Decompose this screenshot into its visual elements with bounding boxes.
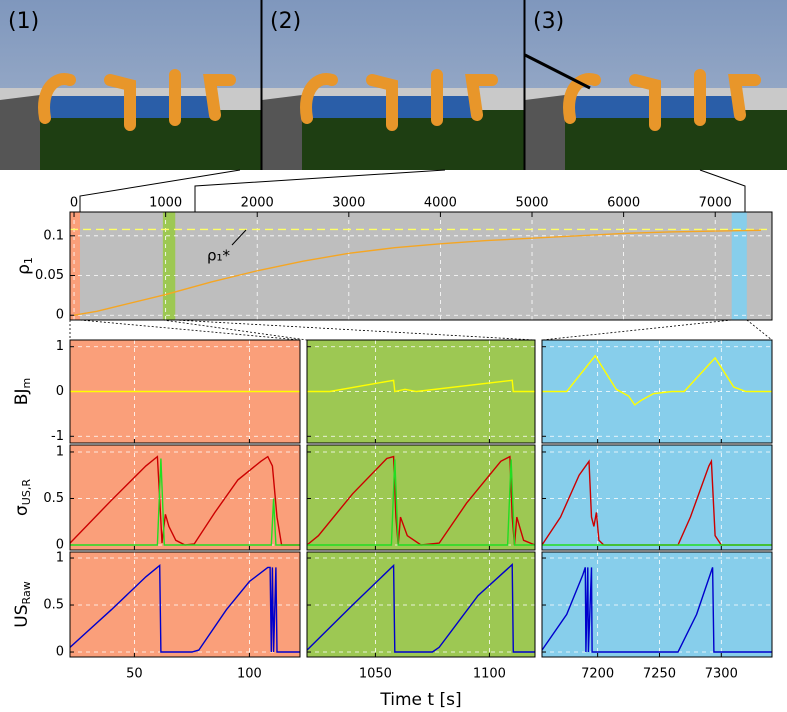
x-tick-label: 5000	[515, 196, 548, 211]
y-axis-label-main: BJ	[12, 389, 32, 406]
x-axis-label: Time t [s]	[379, 690, 461, 710]
plot-frame	[69, 551, 301, 658]
y-tick-label: 0	[56, 308, 64, 323]
y-tick-label: 1	[56, 339, 64, 354]
x-tick-label: 50	[126, 667, 143, 682]
y-axis-label-main: ρ	[14, 264, 34, 275]
plot-frame	[306, 551, 536, 658]
x-tick-label: 3000	[332, 196, 365, 211]
x-tick-label: 100	[237, 667, 262, 682]
data-line	[73, 229, 762, 316]
y-tick-label: 1	[56, 551, 64, 566]
connectors	[79, 169, 746, 212]
y-tick-label: 0.1	[43, 228, 64, 243]
plot-background	[542, 552, 772, 657]
y-axis-label-main: US	[12, 604, 32, 627]
data-line	[542, 567, 772, 653]
plot-frame	[306, 339, 536, 444]
y-axis-label: USRaw	[12, 581, 33, 627]
x-tick-label: 7300	[705, 667, 738, 682]
y-axis-label-sub: US,R	[20, 479, 33, 506]
y-tick-label: 0.5	[43, 491, 64, 506]
plot-background	[542, 445, 772, 550]
plot-frame	[306, 444, 536, 551]
y-axis-label-sub: m	[20, 378, 33, 389]
data-line	[542, 354, 772, 406]
time-window	[162, 212, 176, 320]
zoom-connector	[746, 319, 773, 341]
threshold-label: ρ₁*	[207, 247, 231, 265]
y-tick-label: 0	[56, 537, 64, 552]
x-tick-label: 6000	[607, 196, 640, 211]
x-tick-label: 4000	[424, 196, 457, 211]
zoom-connector	[175, 319, 536, 341]
data-line	[542, 458, 772, 546]
y-tick-label: -1	[51, 429, 64, 444]
plot-frame	[541, 444, 773, 551]
zoom-connector	[79, 319, 301, 341]
x-tick-label: 7250	[643, 667, 676, 682]
snapshot-3	[525, 0, 787, 170]
plot-frame	[541, 551, 773, 658]
y-axis-label-sub: 1	[22, 257, 35, 264]
data-line	[70, 564, 300, 653]
snapshot-label: (3)	[533, 9, 564, 34]
y-axis-label-sub: Raw	[20, 581, 33, 604]
y-tick-label: 0	[56, 645, 64, 660]
zoom-connector	[541, 319, 732, 341]
x-tick-label: 7000	[699, 196, 732, 211]
x-tick-label: 1050	[359, 667, 392, 682]
zoom-connector	[162, 319, 308, 341]
x-tick-label: 1100	[473, 667, 506, 682]
x-tick-label: 7200	[581, 667, 614, 682]
snapshot-1	[0, 0, 262, 170]
plot-frame	[69, 211, 773, 321]
snapshot-2	[262, 0, 524, 170]
y-tick-label: 1	[56, 444, 64, 459]
data-line	[70, 458, 300, 546]
y-tick-label: 0.05	[35, 268, 64, 283]
plot-background	[70, 552, 300, 657]
data-line	[307, 563, 535, 653]
snapshot-label: (2)	[270, 9, 301, 34]
annotation-leader	[231, 229, 247, 246]
y-tick-label: 0.5	[43, 598, 64, 613]
x-tick-label: 0	[70, 196, 78, 211]
plot-frame	[541, 339, 773, 444]
x-tick-label: 2000	[241, 196, 274, 211]
y-axis-label: BJm	[12, 378, 33, 405]
y-axis-label: ρ1	[14, 257, 35, 275]
plot-background	[307, 552, 535, 657]
x-tick-label: 1000	[149, 196, 182, 211]
snapshot-label: (1)	[8, 9, 39, 34]
y-axis-label: σUS,R	[12, 479, 33, 516]
time-window	[731, 212, 747, 320]
plot-background	[70, 445, 300, 550]
plot-frame	[69, 444, 301, 551]
plot-frame	[69, 339, 301, 444]
data-line	[307, 379, 535, 393]
plot-background	[70, 212, 772, 320]
y-axis-label-main: σ	[12, 505, 32, 516]
data-line	[307, 459, 535, 546]
plot-background	[307, 445, 535, 550]
y-tick-label: 0	[56, 384, 64, 399]
time-window	[70, 212, 80, 320]
